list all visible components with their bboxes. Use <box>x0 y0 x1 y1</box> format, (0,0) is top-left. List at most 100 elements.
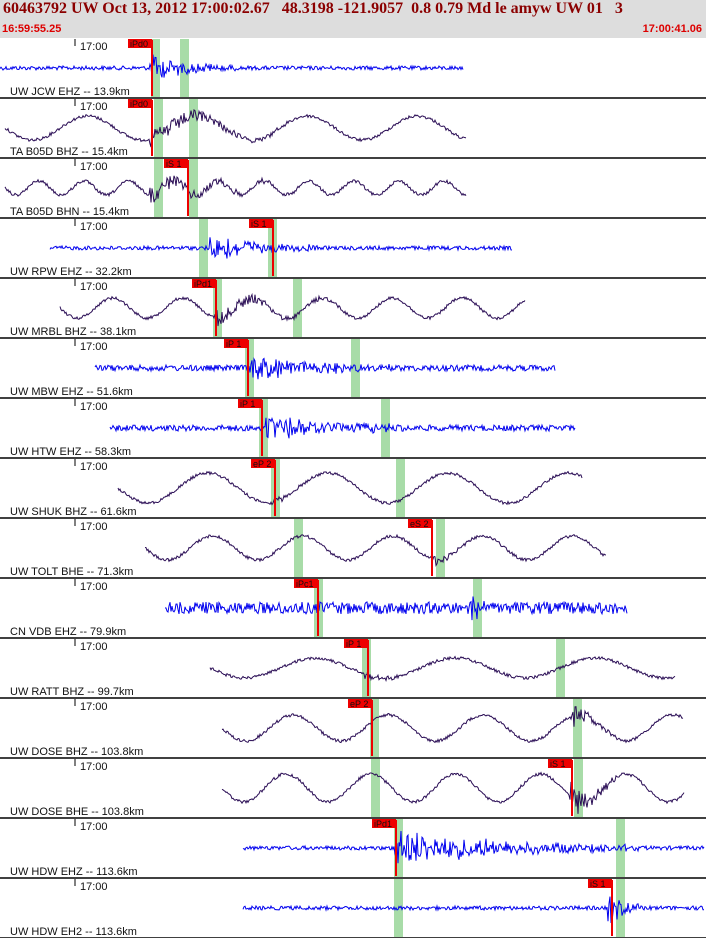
end-time: 17:00:41.06 <box>642 23 702 35</box>
waveform-trace <box>4 108 467 148</box>
pick-window <box>436 519 445 577</box>
station-label: UW RATT BHZ -- 99.7km <box>10 686 134 698</box>
start-time: 16:59:55.25 <box>2 23 62 35</box>
waveform-trace <box>0 54 464 78</box>
trace-row[interactable]: 17:00 iS 1 UW HDW EH2 -- 113.6km <box>0 879 706 938</box>
event-header: 60463792 UW Oct 13, 2012 17:00:02.67 48.… <box>0 0 706 38</box>
minute-label: 17:00 <box>80 221 108 233</box>
trace-row[interactable]: 17:00 iS 1 TA B05D BHN -- 15.4km <box>0 159 706 219</box>
trace-row[interactable]: 17:00 iP 1 UW MBW EHZ -- 51.6km <box>0 339 706 399</box>
event-title: 60463792 UW Oct 13, 2012 17:00:02.67 48.… <box>3 0 623 17</box>
station-label: TA B05D BHN -- 15.4km <box>10 206 129 218</box>
waveform-trace <box>94 357 556 380</box>
station-label: UW JCW EHZ -- 13.9km <box>10 86 130 98</box>
pick-window <box>151 39 160 97</box>
pick-label: iPd0 <box>130 39 148 49</box>
pick-flag[interactable] <box>192 279 216 288</box>
pick-window <box>573 699 582 757</box>
pick-label: iPd0 <box>130 99 148 109</box>
pick-window <box>293 279 302 337</box>
trace-row[interactable]: 17:00 iS 1 UW RPW EHZ -- 32.2km <box>0 219 706 279</box>
trace-row[interactable]: 17:00 iPd1 UW HDW EHZ -- 113.6km <box>0 819 706 879</box>
trace-row[interactable]: 17:00 eP 2 UW DOSE BHZ -- 103.8km <box>0 699 706 759</box>
waveform-trace <box>109 416 576 439</box>
pick-flag[interactable] <box>408 519 432 528</box>
waveform-trace <box>49 237 513 259</box>
trace-row[interactable]: 17:00 iS 1 UW DOSE BHE -- 103.8km <box>0 759 706 819</box>
minute-label: 17:00 <box>80 761 108 773</box>
pick-flag[interactable] <box>249 219 273 228</box>
pick-window <box>396 459 405 517</box>
station-label: UW TOLT BHE -- 71.3km <box>10 566 133 578</box>
pick-label: iPd1 <box>194 279 212 289</box>
pick-flag[interactable] <box>128 39 152 48</box>
minute-label: 17:00 <box>80 881 108 893</box>
pick-flag[interactable] <box>224 339 248 348</box>
waveform-trace <box>117 470 583 506</box>
pick-label: iP 1 <box>226 339 241 349</box>
minute-label: 17:00 <box>80 581 108 593</box>
waveform-trace <box>209 655 676 683</box>
pick-flag[interactable] <box>251 459 275 468</box>
minute-label: 17:00 <box>80 821 108 833</box>
minute-label: 17:00 <box>80 341 108 353</box>
minute-label: 17:00 <box>80 401 108 413</box>
pick-label: eS 2 <box>410 519 429 529</box>
minute-label: 17:00 <box>80 281 108 293</box>
station-label: UW MRBL BHZ -- 38.1km <box>10 326 136 338</box>
trace-row[interactable]: 17:00 iPd1 UW MRBL BHZ -- 38.1km <box>0 279 706 339</box>
station-label: UW HDW EHZ -- 113.6km <box>10 866 138 878</box>
station-label: UW SHUK BHZ -- 61.6km <box>10 506 137 518</box>
pick-label: iPd1 <box>374 819 392 829</box>
waveform-trace <box>164 596 628 621</box>
pick-flag[interactable] <box>128 99 152 108</box>
trace-row[interactable]: 17:00 eS 2 UW TOLT BHE -- 71.3km <box>0 519 706 579</box>
pick-flag[interactable] <box>164 159 188 168</box>
pick-window <box>574 759 583 817</box>
pick-flag[interactable] <box>372 819 396 828</box>
trace-row[interactable]: 17:00 iPd0 UW JCW EHZ -- 13.9km <box>0 39 706 99</box>
station-label: UW HDW EH2 -- 113.6km <box>10 926 137 938</box>
pick-window <box>154 99 163 157</box>
minute-label: 17:00 <box>80 461 108 473</box>
trace-row[interactable]: 17:00 iP 1 UW HTW EHZ -- 58.3km <box>0 399 706 459</box>
pick-flag[interactable] <box>548 759 572 768</box>
waveform-trace <box>4 175 467 203</box>
pick-flag[interactable] <box>294 579 318 588</box>
minute-label: 17:00 <box>80 161 108 173</box>
pick-window <box>154 159 163 217</box>
pick-label: eP 2 <box>253 459 271 469</box>
pick-label: iPc1 <box>296 579 314 589</box>
station-label: UW DOSE BHZ -- 103.8km <box>10 746 143 758</box>
pick-label: iP 1 <box>240 399 255 409</box>
station-label: UW RPW EHZ -- 32.2km <box>10 266 132 278</box>
station-label: TA B05D BHZ -- 15.4km <box>10 146 128 158</box>
waveform-trace <box>242 830 705 864</box>
waveform-trace <box>59 292 526 327</box>
minute-label: 17:00 <box>80 521 108 533</box>
pick-window <box>213 279 222 337</box>
pick-flag[interactable] <box>344 639 368 648</box>
trace-row[interactable]: 17:00 iPc1 CN VDB EHZ -- 79.9km <box>0 579 706 639</box>
pick-label: eP 2 <box>350 699 368 709</box>
pick-flag[interactable] <box>348 699 372 708</box>
pick-label: iS 1 <box>550 759 566 769</box>
pick-flag[interactable] <box>588 879 612 888</box>
minute-label: 17:00 <box>80 41 108 53</box>
station-label: UW DOSE BHE -- 103.8km <box>10 806 144 818</box>
pick-label: iS 1 <box>166 159 182 169</box>
station-label: CN VDB EHZ -- 79.9km <box>10 626 126 638</box>
trace-row[interactable]: 17:00 iPd0 TA B05D BHZ -- 15.4km <box>0 99 706 159</box>
pick-label: iS 1 <box>590 879 606 889</box>
pick-window <box>371 759 380 817</box>
trace-row[interactable]: 17:00 iP 1 UW RATT BHZ -- 99.7km <box>0 639 706 699</box>
trace-row[interactable]: 17:00 eP 2 UW SHUK BHZ -- 61.6km <box>0 459 706 519</box>
minute-label: 17:00 <box>80 701 108 713</box>
waveform-trace <box>221 771 685 814</box>
pick-window <box>189 159 198 217</box>
pick-flag[interactable] <box>238 399 262 408</box>
pick-window <box>294 519 303 577</box>
waveform-trace <box>242 896 704 924</box>
minute-label: 17:00 <box>80 641 108 653</box>
